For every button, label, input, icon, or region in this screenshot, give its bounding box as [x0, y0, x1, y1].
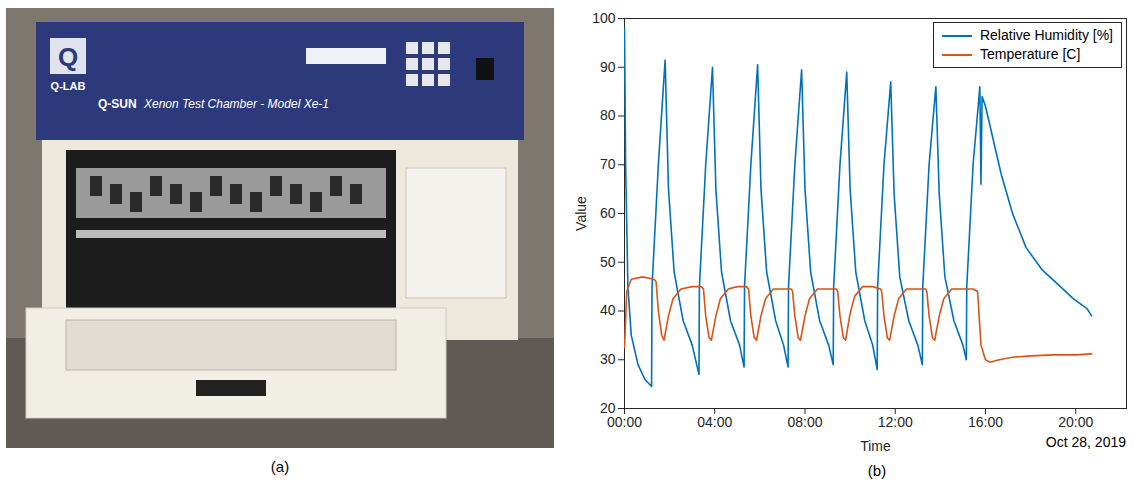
svg-text:30: 30: [600, 351, 616, 367]
svg-text:40: 40: [600, 302, 616, 318]
svg-text:Value: Value: [573, 196, 589, 231]
svg-text:80: 80: [600, 107, 616, 123]
html-text:(b): (b): [867, 462, 887, 479]
html-text:(a): (a): [270, 458, 290, 475]
svg-text:04:00: 04:00: [697, 414, 732, 430]
svg-text:90: 90: [600, 59, 616, 75]
html-text:Temperature [C]: Temperature [C]: [980, 46, 1081, 62]
html-text:Oct 28, 2019: Oct 28, 2019: [1045, 434, 1126, 450]
svg-text:Q: Q: [58, 42, 78, 72]
svg-text:100: 100: [592, 10, 616, 26]
svg-text:Q-SUN: Q-SUN: [98, 97, 137, 111]
svg-text:Xenon Test Chamber - Model Xe-: Xenon Test Chamber - Model Xe-1: [143, 97, 329, 111]
html-text:Relative Humidity [%]: Relative Humidity [%]: [980, 27, 1113, 43]
svg-text:Q-LAB: Q-LAB: [51, 80, 86, 92]
svg-text:60: 60: [600, 205, 616, 221]
svg-text:12:00: 12:00: [878, 414, 913, 430]
svg-text:70: 70: [600, 156, 616, 172]
svg-text:20: 20: [599, 400, 616, 416]
svg-text:20:00: 20:00: [1058, 414, 1093, 430]
svg-text:Time: Time: [860, 438, 891, 454]
svg-text:16:00: 16:00: [968, 414, 1003, 430]
svg-text:50: 50: [600, 254, 616, 270]
svg-text:08:00: 08:00: [787, 414, 822, 430]
svg-text:00:00: 00:00: [607, 414, 642, 430]
